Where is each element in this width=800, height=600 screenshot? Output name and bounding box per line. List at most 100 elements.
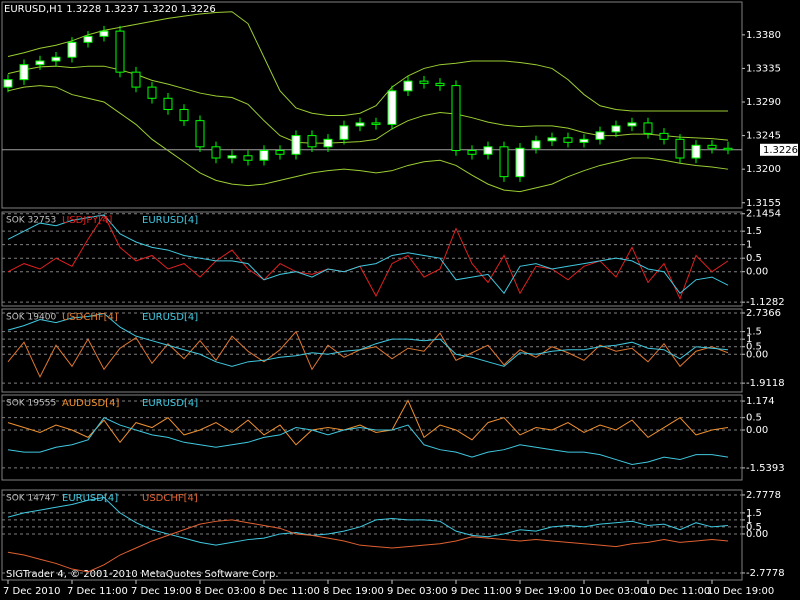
- candle-body: [227, 155, 237, 159]
- x-tick-label: 9 Dec 03:00: [387, 586, 448, 597]
- y-tick-label: -1.1282: [746, 297, 785, 308]
- candle-body: [19, 64, 29, 81]
- y-tick-label: 1: [746, 334, 752, 345]
- candle-body: [723, 147, 733, 151]
- candle-body: [579, 138, 589, 143]
- y-tick-label: 1.5: [746, 327, 762, 338]
- x-tick-label: 10 Dec 19:00: [707, 586, 774, 597]
- x-tick-label: 7 Dec 11:00: [67, 586, 128, 597]
- candle-body: [451, 85, 461, 152]
- x-tick-label: 10 Dec 03:00: [579, 586, 646, 597]
- candle-body: [419, 80, 429, 84]
- y-tick-label: 2.1454: [746, 209, 781, 220]
- candle-body: [483, 146, 493, 155]
- x-tick-label: 8 Dec 11:00: [259, 586, 320, 597]
- panel-label: SOK 32753: [6, 216, 56, 226]
- legend-entry: USDCHF[4]: [62, 312, 118, 323]
- y-tick-label: 1.174: [746, 396, 775, 407]
- y-tick-label: 1.3380: [746, 30, 781, 41]
- indicator-line: [7, 417, 729, 465]
- legend-entry: EURUSD[4]: [62, 493, 118, 504]
- candle-body: [131, 71, 141, 88]
- y-tick-label: 0.00: [746, 425, 768, 436]
- y-tick-label: 0.00: [746, 267, 768, 278]
- candle-body: [307, 135, 317, 148]
- candle-body: [403, 80, 413, 92]
- y-tick-label: 1: [746, 240, 752, 251]
- x-tick-label: 9 Dec 19:00: [515, 586, 576, 597]
- x-tick-label: 10 Dec 11:00: [643, 586, 710, 597]
- candle-body: [355, 122, 365, 127]
- legend-entry: EURUSD[4]: [142, 398, 198, 409]
- panel-frame: [1, 211, 743, 307]
- candle-body: [611, 125, 621, 133]
- y-tick-label: 0.5: [746, 522, 762, 533]
- candle-body: [659, 132, 669, 140]
- y-tick-label: -1.5393: [746, 463, 785, 474]
- x-tick-label: 7 Dec 2010: [3, 586, 61, 597]
- candle-body: [595, 131, 605, 140]
- y-tick-label: 1.3155: [746, 198, 781, 209]
- y-tick-label: 1.3290: [746, 97, 781, 108]
- legend-entry: USDJPY[4]: [62, 215, 112, 226]
- legend-entry: AUDUSD[4]: [62, 398, 119, 409]
- band-line: [7, 85, 729, 193]
- candle-body: [323, 138, 333, 148]
- candle-body: [547, 137, 557, 142]
- y-tick-label: 2.7778: [746, 490, 781, 501]
- indicator-line: [7, 214, 729, 295]
- indicator-line: [7, 496, 729, 546]
- indicator-line: [7, 312, 729, 367]
- y-tick-label: 1.3245: [746, 131, 781, 142]
- candle-body: [515, 147, 525, 178]
- band-line: [7, 11, 728, 116]
- y-tick-label: 1.3335: [746, 63, 781, 74]
- panel-frame: [1, 394, 743, 481]
- candle-body: [691, 144, 701, 159]
- candle-body: [275, 150, 285, 155]
- y-tick-label: 1.3200: [746, 164, 781, 175]
- y-tick-label: 1.5: [746, 508, 762, 519]
- y-tick-label: 0.5: [746, 413, 762, 424]
- panel-label: SOK 19555: [6, 399, 56, 409]
- panel-frame: [1, 489, 743, 581]
- y-tick-label: 2.7366: [746, 308, 781, 319]
- candle-body: [563, 137, 573, 143]
- price-label: 1.3226: [763, 145, 798, 156]
- candle-body: [499, 146, 509, 178]
- price-label-box: [760, 143, 798, 156]
- candle-body: [51, 56, 61, 62]
- y-tick-label: -1.9118: [746, 378, 785, 389]
- candle-body: [67, 41, 77, 58]
- candle-body: [163, 97, 173, 110]
- footer: SIGTrader 4, © 2001-2010 MetaQuotes Soft…: [6, 569, 279, 580]
- chart-title: EURUSD,H1 1.3228 1.3237 1.3220 1.3226: [4, 4, 216, 15]
- candle-body: [339, 125, 349, 140]
- candle-body: [467, 150, 477, 155]
- candle-body: [643, 122, 653, 134]
- candle-body: [99, 30, 109, 37]
- candle-body: [195, 120, 205, 148]
- candle-body: [3, 79, 13, 88]
- band-line: [7, 65, 729, 144]
- candle-body: [115, 30, 125, 73]
- y-tick-label: 0.00: [746, 529, 768, 540]
- legend-entry: EURUSD[4]: [142, 312, 198, 323]
- candle-body: [627, 122, 637, 127]
- candle-body: [259, 150, 269, 161]
- candle-body: [291, 135, 301, 155]
- candle-body: [179, 108, 189, 122]
- candle-body: [243, 155, 253, 161]
- y-tick-label: 1.5: [746, 226, 762, 237]
- y-tick-label: 0.5: [746, 253, 762, 264]
- y-tick-label: 0.00: [746, 349, 768, 360]
- y-tick-label: -2.7778: [746, 568, 785, 579]
- indicator-line: [7, 213, 729, 301]
- indicator-line: [7, 519, 729, 573]
- candle-body: [35, 60, 45, 66]
- panel-frame: [1, 1, 743, 209]
- candle-body: [675, 138, 685, 159]
- indicator-line: [7, 330, 729, 379]
- candle-body: [707, 144, 717, 149]
